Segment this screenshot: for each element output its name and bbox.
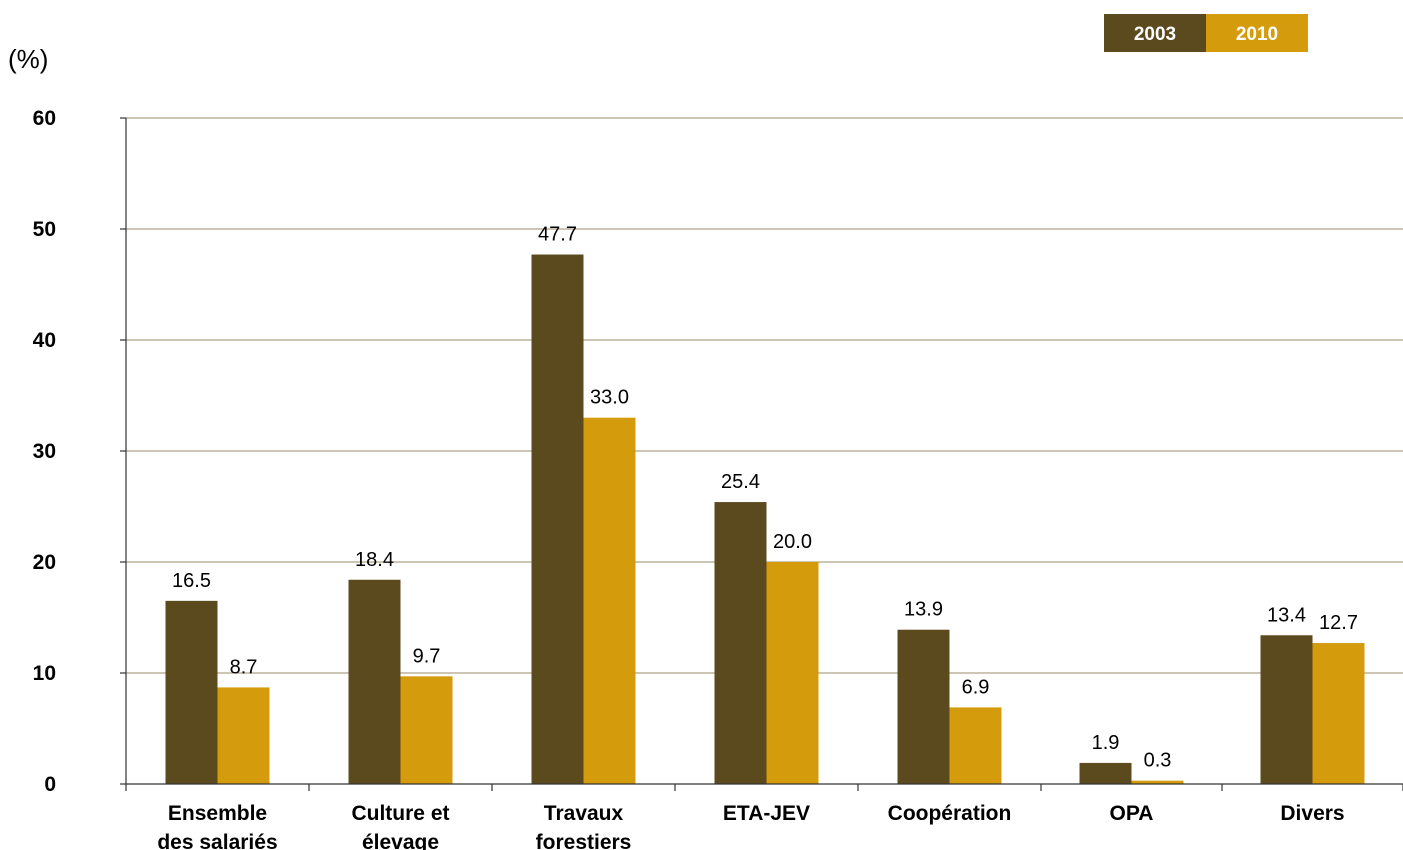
x-tick-label-line: forestiers: [536, 831, 632, 850]
gridlines: [126, 117, 1403, 674]
bar-2010: [400, 676, 453, 784]
x-tick-label: Ensemble des salariés: [157, 802, 277, 850]
legend-swatch-2003: [1104, 14, 1206, 52]
x-tick-label-line: Divers: [1280, 802, 1344, 825]
bar-2003: [348, 579, 401, 784]
axes: [120, 117, 1403, 791]
x-tick-label: Coopération: [888, 802, 1012, 825]
legend-label-2003: 2003: [1134, 24, 1176, 45]
bar-2003: [714, 502, 767, 784]
y-tick-label: 50: [33, 218, 56, 241]
y-tick-label: 60: [33, 107, 56, 130]
bar-2010: [217, 687, 270, 784]
bar-2003: [1079, 762, 1132, 784]
x-tick-label-line: Coopération: [888, 802, 1012, 825]
x-tick-label-line: OPA: [1110, 802, 1154, 825]
data-label-2003: 16.5: [172, 570, 211, 592]
bar-2003: [897, 629, 950, 784]
bar-2003: [1260, 635, 1313, 784]
y-tick-label: 30: [33, 440, 56, 463]
y-tick-label: 10: [33, 662, 56, 685]
x-tick-label: Travaux forestiers: [536, 802, 632, 850]
data-label-2010: 12.7: [1319, 612, 1358, 634]
data-labels: 16.5 8.7 18.4 9.7 47.7 33.0 25.4 20.0 13.9 6.9 1.9…: [172, 224, 1358, 772]
x-tick-label-line: Ensemble: [168, 802, 267, 825]
x-tick-label-line: des salariés: [157, 831, 277, 850]
data-label-2003: 47.7: [538, 224, 577, 246]
bar-2010: [583, 417, 636, 784]
x-tick-label: ETA-JEV: [723, 802, 810, 825]
x-tick-label: Divers: [1280, 802, 1344, 825]
x-tick-label-line: ETA-JEV: [723, 802, 810, 825]
data-label-2010: 9.7: [413, 645, 441, 667]
data-label-2003: 25.4: [721, 471, 760, 493]
x-tick-label-line: Travaux: [544, 802, 624, 825]
y-tick-label: 20: [33, 551, 56, 574]
x-tick-label: Culture et élevage: [351, 802, 449, 850]
y-axis-label: (%): [8, 44, 48, 74]
data-label-2003: 1.9: [1092, 732, 1120, 754]
y-tick-labels: 0 10 20 30 40 50 60: [33, 107, 56, 796]
x-tick-label: OPA: [1110, 802, 1154, 825]
x-tick-label-line: élevage: [362, 831, 439, 850]
data-label-2010: 0.3: [1144, 750, 1172, 772]
bars: [165, 254, 1365, 784]
bar-2010: [1312, 643, 1365, 784]
bar-2010: [1131, 780, 1184, 784]
legend-label-2010: 2010: [1236, 24, 1278, 45]
bar-2010: [766, 562, 819, 784]
bar-2003: [165, 600, 218, 784]
legend-swatch-2010: [1206, 14, 1308, 52]
x-tick-labels: Ensemble des salariés Culture et élevage Tra…: [157, 802, 1344, 850]
y-tick-label: 0: [44, 773, 56, 796]
data-label-2010: 20.0: [773, 531, 812, 553]
legend: 2003 2010: [1104, 14, 1308, 52]
data-label-2010: 8.7: [230, 656, 258, 678]
bar-2010: [949, 707, 1002, 784]
data-label-2003: 13.9: [904, 599, 943, 621]
data-label-2003: 13.4: [1267, 604, 1306, 626]
data-label-2010: 33.0: [590, 387, 629, 409]
data-label-2003: 18.4: [355, 549, 394, 571]
data-label-2010: 6.9: [962, 676, 990, 698]
y-tick-label: 40: [33, 329, 56, 352]
x-tick-label-line: Culture et: [351, 802, 449, 825]
bar-2003: [531, 254, 584, 784]
